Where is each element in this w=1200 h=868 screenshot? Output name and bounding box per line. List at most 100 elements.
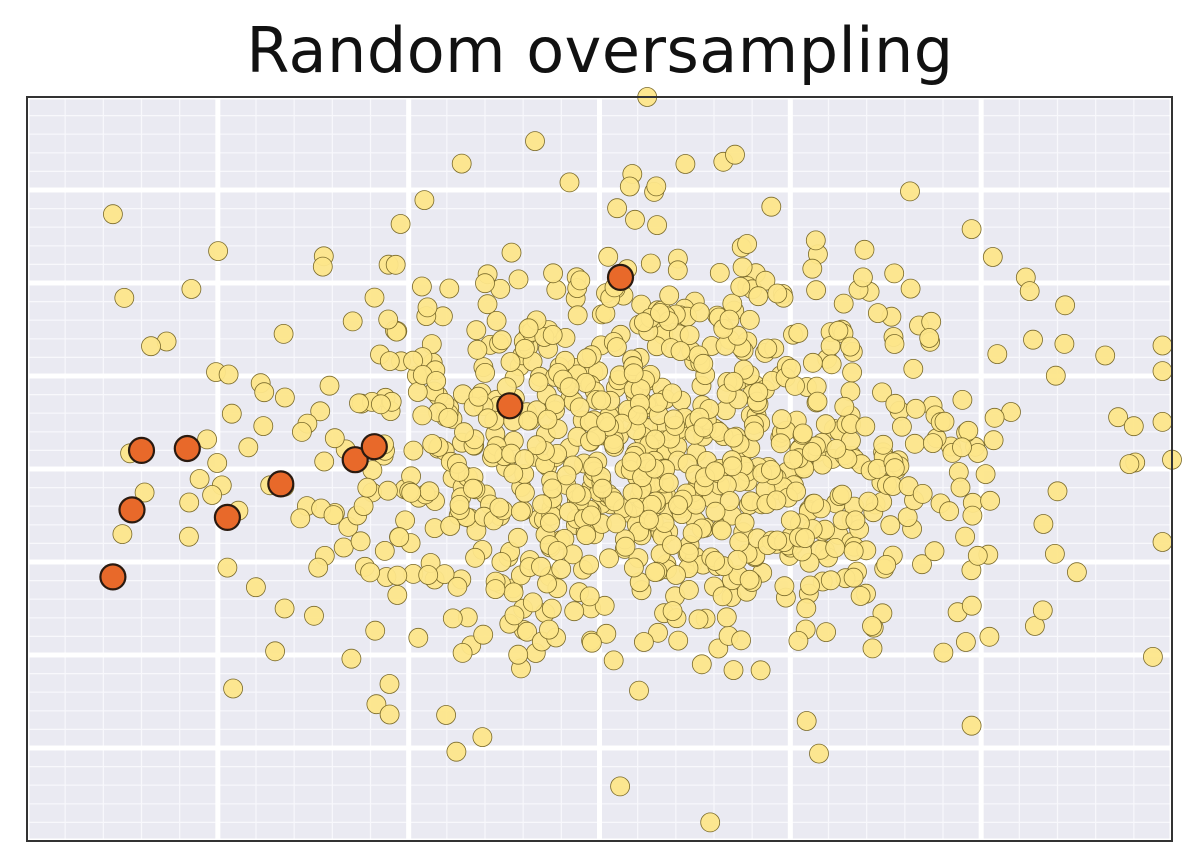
majority-point	[537, 573, 557, 594]
majority-point	[662, 535, 682, 555]
majority-point	[670, 341, 691, 362]
majority-point	[862, 638, 883, 659]
majority-point	[582, 632, 602, 653]
majority-point	[900, 278, 921, 299]
majority-point	[274, 387, 295, 408]
majority-point	[426, 371, 447, 391]
majority-point	[693, 417, 714, 438]
majority-point	[581, 505, 601, 526]
majority-point	[401, 482, 422, 503]
majority-point	[473, 624, 494, 645]
majority-point	[734, 512, 755, 533]
majority-point	[477, 408, 498, 429]
majority-point	[570, 270, 591, 291]
majority-point	[961, 715, 982, 736]
majority-point	[518, 318, 539, 339]
majority-point	[379, 674, 400, 694]
majority-point	[873, 434, 894, 455]
majority-point	[843, 567, 864, 588]
majority-point	[803, 352, 823, 373]
plot-frame	[26, 96, 1173, 842]
majority-point	[1032, 600, 1053, 621]
majority-point	[639, 509, 659, 530]
majority-point	[640, 253, 661, 274]
majority-point	[475, 362, 496, 383]
majority-point	[576, 525, 597, 545]
majority-point	[414, 190, 435, 211]
majority-point	[599, 548, 619, 569]
majority-point	[360, 562, 381, 583]
majority-point	[982, 247, 1003, 267]
majority-point	[693, 353, 714, 374]
majority-point	[781, 358, 801, 379]
majority-point	[679, 325, 700, 346]
majority-point	[619, 176, 640, 197]
majority-point	[217, 557, 238, 578]
majority-point	[682, 523, 703, 543]
majority-point	[897, 507, 918, 527]
majority-point	[1143, 647, 1163, 667]
majority-point	[767, 283, 788, 304]
majority-point	[1152, 411, 1173, 432]
majority-point	[556, 465, 577, 486]
majority-point	[504, 605, 525, 626]
majority-point	[594, 595, 615, 616]
majority-point	[719, 309, 740, 330]
majority-point	[725, 144, 745, 165]
majority-point	[467, 339, 488, 360]
majority-point	[312, 256, 333, 277]
majority-point	[546, 279, 567, 300]
majority-point	[379, 351, 400, 372]
majority-point	[625, 209, 645, 230]
majority-point	[411, 276, 432, 297]
majority-point	[757, 338, 778, 359]
majority-point	[709, 262, 730, 283]
majority-point	[934, 411, 955, 432]
majority-point	[826, 438, 847, 459]
majority-point	[341, 648, 362, 669]
majority-point	[761, 460, 781, 480]
majority-point	[876, 555, 897, 575]
majority-point	[477, 294, 498, 315]
minority-point	[496, 392, 524, 420]
majority-point	[1108, 407, 1128, 428]
majority-point	[273, 323, 294, 344]
majority-point	[862, 616, 882, 636]
majority-point	[528, 372, 549, 393]
majority-point	[739, 569, 760, 590]
majority-point	[452, 643, 473, 663]
majority-point	[727, 550, 748, 570]
majority-point	[314, 451, 335, 472]
majority-point	[583, 456, 603, 477]
majority-point	[596, 412, 616, 433]
majority-point	[365, 620, 386, 641]
majority-point	[540, 512, 560, 533]
majority-point	[542, 478, 563, 499]
majority-point	[485, 579, 506, 599]
majority-point	[472, 727, 493, 747]
majority-point	[845, 510, 866, 531]
majority-point	[1045, 365, 1066, 386]
majority-point	[385, 254, 406, 275]
majority-point	[179, 492, 200, 513]
majority-point	[892, 416, 912, 437]
majority-point	[956, 632, 976, 652]
majority-point	[503, 582, 524, 603]
majority-point	[904, 433, 925, 454]
majority-point	[592, 478, 613, 499]
majority-point	[465, 547, 486, 568]
majority-point	[364, 287, 385, 308]
majority-point	[446, 741, 467, 762]
majority-point	[961, 595, 982, 616]
majority-point	[983, 430, 1004, 451]
majority-point	[323, 505, 344, 525]
majority-point	[333, 537, 354, 558]
majority-point	[912, 483, 933, 504]
majority-point	[668, 495, 688, 516]
majority-point	[1067, 562, 1087, 583]
majority-point	[103, 204, 123, 225]
majority-point	[628, 405, 648, 426]
majority-point	[880, 515, 901, 536]
majority-point	[792, 423, 813, 444]
majority-point	[1023, 329, 1043, 350]
